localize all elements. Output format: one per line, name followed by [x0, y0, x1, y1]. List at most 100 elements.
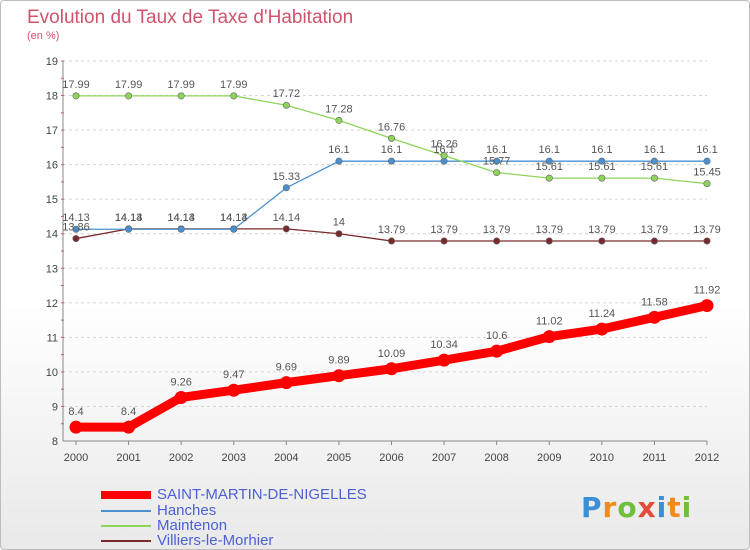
legend-label: Maintenon: [157, 517, 228, 534]
data-point: [703, 157, 711, 165]
x-tick-label: 2003: [222, 452, 246, 464]
legend-swatch: [101, 510, 151, 512]
data-point: [387, 237, 395, 245]
data-point: [174, 390, 188, 404]
data-point: [490, 344, 504, 358]
x-tick-label: 2006: [379, 452, 403, 464]
data-label: 11.24: [588, 308, 615, 320]
data-point: [335, 157, 343, 165]
data-label: 16.1: [486, 144, 507, 156]
data-label: 8.4: [121, 406, 136, 418]
data-label: 13.79: [641, 224, 669, 236]
data-point: [440, 152, 448, 160]
data-point: [69, 420, 83, 434]
y-tick-label: 18: [46, 91, 58, 103]
data-point: [387, 134, 395, 142]
data-label: 15.61: [641, 161, 669, 173]
data-point: [122, 420, 136, 434]
data-point: [335, 116, 343, 124]
data-point: [282, 184, 290, 192]
data-label: 8.4: [68, 406, 83, 418]
data-labels: 13.86 14.14 14.14 14.14 14.14 14 13.79 13.79 13.…: [62, 79, 721, 418]
data-label: 14.13: [167, 212, 195, 224]
data-point: [598, 237, 606, 245]
data-label: 10.6: [486, 330, 507, 342]
axes: 8 9 10 11 12 13 14 15 16 17 18 19 2000 2001 2002 2003 20…: [46, 56, 719, 464]
data-label: 14.14: [273, 212, 301, 224]
data-label: 11.58: [641, 296, 668, 308]
proxiti-logo: Proxiti: [581, 491, 693, 524]
data-label: 16.1: [591, 144, 612, 156]
data-label: 13.79: [588, 224, 616, 236]
data-label: 14.13: [220, 212, 248, 224]
x-tick-label: 2011: [643, 452, 667, 464]
data-label: 9.26: [170, 376, 191, 388]
x-tick-label: 2000: [64, 452, 88, 464]
data-label: 13.79: [535, 224, 563, 236]
data-label: 11.02: [536, 316, 563, 328]
data-point: [545, 174, 553, 182]
y-tick-label: 16: [46, 160, 58, 172]
data-label: 9.89: [328, 355, 349, 367]
data-label: 15.33: [273, 171, 301, 183]
legend-label: Villiers-le-Morhier: [157, 532, 274, 549]
x-tick-label: 2009: [537, 452, 561, 464]
x-tick-label: 2001: [116, 452, 140, 464]
data-label: 17.99: [115, 79, 143, 91]
data-label: 14.13: [115, 212, 143, 224]
data-point: [332, 369, 346, 383]
data-point: [125, 92, 133, 100]
data-label: 10.34: [430, 339, 458, 351]
legend-swatch: [101, 540, 151, 542]
data-point: [437, 353, 451, 367]
x-tick-label: 2008: [484, 452, 508, 464]
data-label: 17.28: [325, 103, 353, 115]
data-label: 17.99: [167, 79, 195, 91]
data-label: 15.77: [483, 156, 511, 168]
data-point: [230, 225, 238, 233]
data-point: [387, 157, 395, 165]
data-point: [227, 383, 241, 397]
x-tick-label: 2010: [590, 452, 614, 464]
data-point: [385, 362, 398, 376]
data-label: 14.14: [167, 212, 195, 224]
data-label: 13.79: [378, 224, 406, 236]
data-label: 13.79: [430, 224, 458, 236]
legend-swatch: [101, 491, 151, 499]
y-tick-label: 17: [46, 125, 58, 137]
data-label: 14.13: [62, 212, 90, 224]
data-label: 15.45: [693, 167, 721, 179]
data-label: 14.14: [220, 212, 248, 224]
data-point: [703, 180, 711, 188]
data-point: [72, 225, 80, 233]
unit-label: (en %): [27, 30, 60, 42]
data-point: [125, 225, 133, 233]
data-label: 9.47: [223, 369, 244, 381]
data-label: 9.69: [276, 362, 297, 374]
data-point: [282, 225, 290, 233]
data-point: [493, 237, 501, 245]
legend-swatch: [101, 525, 151, 527]
y-tick-label: 14: [46, 229, 58, 241]
data-point: [493, 157, 501, 165]
data-point: [703, 237, 711, 245]
data-label: 14.14: [115, 212, 143, 224]
chart-title: Evolution du Taux de Taxe d'Habitation: [27, 7, 354, 28]
data-label: 16.1: [328, 144, 349, 156]
legend-label: SAINT-MARTIN-DE-NIGELLES: [157, 486, 367, 503]
data-label: 16.1: [696, 144, 717, 156]
series-lines: [69, 92, 714, 434]
data-point: [650, 237, 658, 245]
x-tick-label: 2002: [169, 452, 193, 464]
data-label: 17.99: [62, 79, 90, 91]
data-point: [177, 92, 185, 100]
data-point: [282, 101, 290, 109]
data-point: [440, 237, 448, 245]
data-label: 17.72: [273, 88, 301, 100]
y-tick-label: 19: [46, 56, 58, 68]
y-tick-label: 13: [46, 263, 58, 275]
data-point: [177, 225, 185, 233]
data-label: 14: [333, 217, 345, 229]
data-point: [598, 174, 606, 182]
